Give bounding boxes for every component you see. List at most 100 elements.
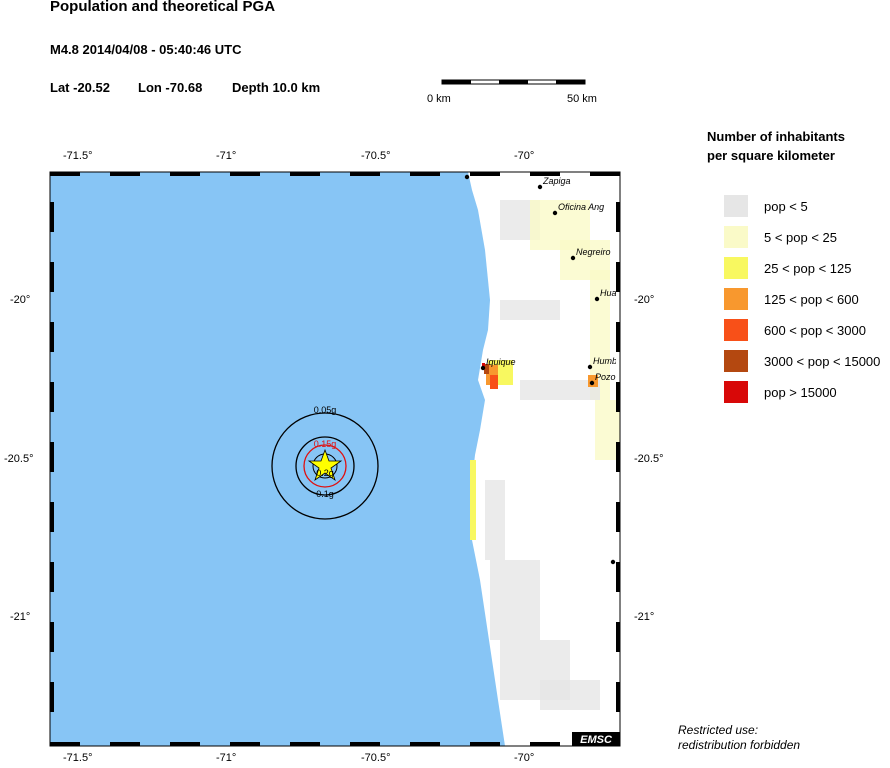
population-patch (590, 270, 610, 400)
lon-tick-top-1: -71.5° (63, 150, 93, 162)
city-label: Oficina Ang (558, 202, 604, 212)
frame-segment (410, 742, 440, 746)
frame-segment (350, 742, 380, 746)
legend-label: pop < 5 (764, 198, 808, 214)
pga-label-015: 0.15g (314, 439, 337, 449)
population-patch (540, 680, 600, 710)
population-patch (588, 375, 598, 387)
city-label: Iquique (486, 357, 516, 367)
frame-segment (470, 172, 500, 176)
event-depth: Depth 10.0 km (232, 80, 321, 95)
city-label: Zapiga (542, 176, 571, 186)
city-label: Hua (600, 288, 617, 298)
legend-item: 25 < pop < 125 (724, 257, 851, 279)
legend-title-1: Number of inhabitants (707, 129, 845, 144)
frame-segment (50, 742, 80, 746)
frame-segment (50, 562, 54, 592)
cities: Zapiga Oficina Ang Negreiro Hua Humb Pozo Iqui… (464, 174, 617, 565)
frame-segment (616, 562, 620, 592)
frame-segment (50, 322, 54, 352)
frame-segment (590, 172, 620, 176)
frame-segment (230, 172, 260, 176)
legend-label: 25 < pop < 125 (764, 260, 852, 276)
city-label: Negreiro (576, 247, 611, 257)
map-title: Population and theoretical PGA (50, 0, 276, 15)
frame-segment (530, 742, 560, 746)
legend-title-2: per square kilometer (707, 148, 835, 163)
legend-swatch (724, 381, 748, 403)
frame-segment (50, 382, 54, 412)
frame-segment (616, 322, 620, 352)
lat-tick-left-1: -20° (10, 294, 31, 306)
frame-segment (50, 742, 54, 746)
lon-tick-bottom-1: -71.5° (63, 752, 93, 764)
legend-item: 600 < pop < 3000 (724, 319, 866, 341)
frame-segment (50, 442, 54, 472)
city-marker (570, 255, 576, 261)
frame-segment (110, 742, 140, 746)
legend-swatch (724, 350, 748, 372)
lon-tick-top-4: -70° (514, 150, 535, 162)
event-lon: Lon -70.68 (138, 80, 203, 95)
frame-segment (50, 622, 54, 652)
footer-restricted: Restricted use: (678, 723, 759, 737)
map-frame (49, 171, 621, 747)
emsc-logo: EMSC (572, 732, 620, 746)
city-label: Humb (593, 356, 617, 366)
lon-tick-top-2: -71° (216, 150, 237, 162)
city-marker (480, 365, 486, 371)
legend-swatch (724, 195, 748, 217)
scale-bar (441, 79, 586, 85)
legend-label: 600 < pop < 3000 (764, 322, 866, 338)
population-patch (490, 560, 540, 640)
city-marker (537, 184, 543, 190)
legend-swatch (724, 257, 748, 279)
legend-label: 125 < pop < 600 (764, 291, 859, 307)
frame-segment (530, 172, 560, 176)
population-patch (482, 363, 485, 368)
frame-segment (616, 382, 620, 412)
population-patch (470, 460, 476, 540)
population-density (470, 200, 620, 710)
lon-tick-bottom-3: -70.5° (361, 752, 391, 764)
city-marker (552, 210, 558, 216)
event-lat: Lat -20.52 (50, 80, 110, 95)
legend-item: 125 < pop < 600 (724, 288, 859, 310)
frame-segment (616, 262, 620, 292)
frame-segment (616, 622, 620, 652)
frame-segment (616, 442, 620, 472)
frame-segment (410, 172, 440, 176)
star-icon (307, 448, 343, 482)
legend-item: 5 < pop < 25 (724, 226, 837, 248)
population-patch (490, 375, 498, 389)
city-label: Pozo (595, 372, 616, 382)
footer-redistribution: redistribution forbidden (678, 738, 801, 752)
sea (50, 172, 505, 746)
pga-label-01: 0.1g (316, 489, 334, 499)
frame-segment (616, 202, 620, 232)
lat-tick-right-3: -21° (634, 611, 655, 623)
scale-end-label: 50 km (567, 93, 597, 105)
pga-contour-015 (303, 444, 347, 488)
lat-tick-left-2: -20.5° (4, 453, 34, 465)
lat-tick-left-3: -21° (10, 611, 31, 623)
svg-text:EMSC: EMSC (580, 734, 613, 746)
frame-segment (290, 172, 320, 176)
lon-tick-bottom-4: -70° (514, 752, 535, 764)
frame-segment (290, 742, 320, 746)
frame-segment (50, 682, 54, 712)
legend-item: pop < 5 (724, 195, 808, 217)
frame-segment (350, 172, 380, 176)
legend-item: pop > 15000 (724, 381, 837, 403)
frame-segment (230, 742, 260, 746)
population-patch (485, 480, 505, 560)
population-patch (500, 300, 560, 320)
city-marker (464, 174, 470, 180)
population-patch (520, 380, 600, 400)
population-patch (484, 364, 489, 374)
lon-tick-top-3: -70.5° (361, 150, 391, 162)
pga-contour-01 (295, 436, 355, 496)
pga-label-005: 0.05g (314, 405, 337, 415)
frame-segment (470, 742, 500, 746)
